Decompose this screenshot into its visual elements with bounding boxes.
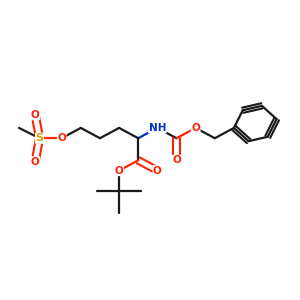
Text: O: O [153, 166, 162, 176]
Text: O: O [31, 157, 40, 167]
Text: O: O [57, 133, 66, 143]
Text: O: O [31, 110, 40, 120]
Text: O: O [115, 166, 124, 176]
Text: O: O [172, 155, 181, 165]
Text: O: O [191, 123, 200, 133]
Text: S: S [36, 133, 43, 143]
Text: NH: NH [148, 123, 166, 133]
